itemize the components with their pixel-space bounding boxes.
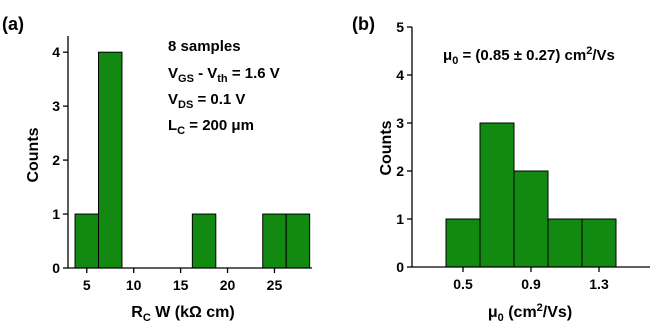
panel-a-plot: 0 1 2 3 4 5 10 15 20 25: [52, 36, 312, 293]
panel-a-ylabel: Counts: [25, 127, 42, 182]
panel-b-bar-4: [581, 218, 617, 268]
panel-a-xtick-label: 20: [220, 277, 236, 293]
panel-b-xlabel: μ0 (cm2/Vs): [488, 302, 572, 324]
panel-a-ytick-label: 0: [52, 260, 60, 276]
annotation-mobility: μ0 = (0.85 ± 0.27) cm2/Vs: [443, 45, 615, 67]
panel-b-ytick-label: 1: [396, 211, 404, 227]
panel-b-ytick-label: 2: [396, 163, 404, 179]
panel-a-xtick-label: 10: [126, 277, 142, 293]
annotation-vds: VDS = 0.1 V: [168, 91, 245, 111]
panel-b-xtick-label: 0.5: [453, 276, 473, 292]
panel-b-xtick-label: 1.3: [589, 276, 609, 292]
panel-b-xtick-label: 0.9: [521, 276, 541, 292]
annotation-lc: LC = 200 μm: [168, 117, 254, 137]
panel-b-bar-1: [479, 122, 515, 268]
panel-a-xtick-label: 5: [83, 277, 91, 293]
panel-b-bar-0: [445, 218, 481, 268]
panel-a-annotations: 8 samples VGS - Vth = 1.6 V VDS = 0.1 V …: [168, 38, 280, 137]
annotation-vgs: VGS - Vth = 1.6 V: [168, 65, 280, 85]
panel-a-ytick-label: 1: [52, 206, 60, 222]
panel-a-bar-0: [74, 213, 99, 269]
panel-b-bar-3: [547, 218, 583, 268]
panel-b-bar-2: [513, 170, 549, 268]
panel-a-label: (a): [2, 14, 24, 34]
panel-b-ytick-label: 0: [396, 259, 404, 275]
panel-a-bar-3: [262, 213, 287, 269]
panel-a-ytick-label: 2: [52, 152, 60, 168]
panel-b-ytick-label: 5: [396, 19, 404, 35]
panel-a-ytick-label: 3: [52, 98, 60, 114]
panel-a-bar-4: [285, 213, 311, 269]
panel-b-ylabel: Counts: [378, 120, 395, 175]
panel-a-xtick-label: 25: [267, 277, 283, 293]
panel-a-bar-2: [191, 213, 217, 269]
panel-a-ytick-label: 4: [52, 44, 60, 60]
panel-a-bar-1: [98, 51, 123, 269]
panel-b-label: (b): [352, 14, 375, 34]
panel-b-ytick-label: 3: [396, 115, 404, 131]
annotation-samples: 8 samples: [168, 38, 241, 55]
panel-a-xlabel: RC W (kΩ cm): [131, 304, 234, 324]
panel-a-xtick-label: 15: [173, 277, 189, 293]
panel-b-plot: 0 1 2 3 4 5 0.5 0.9 1.3: [396, 19, 650, 292]
panel-b-ytick-label: 4: [396, 67, 404, 83]
